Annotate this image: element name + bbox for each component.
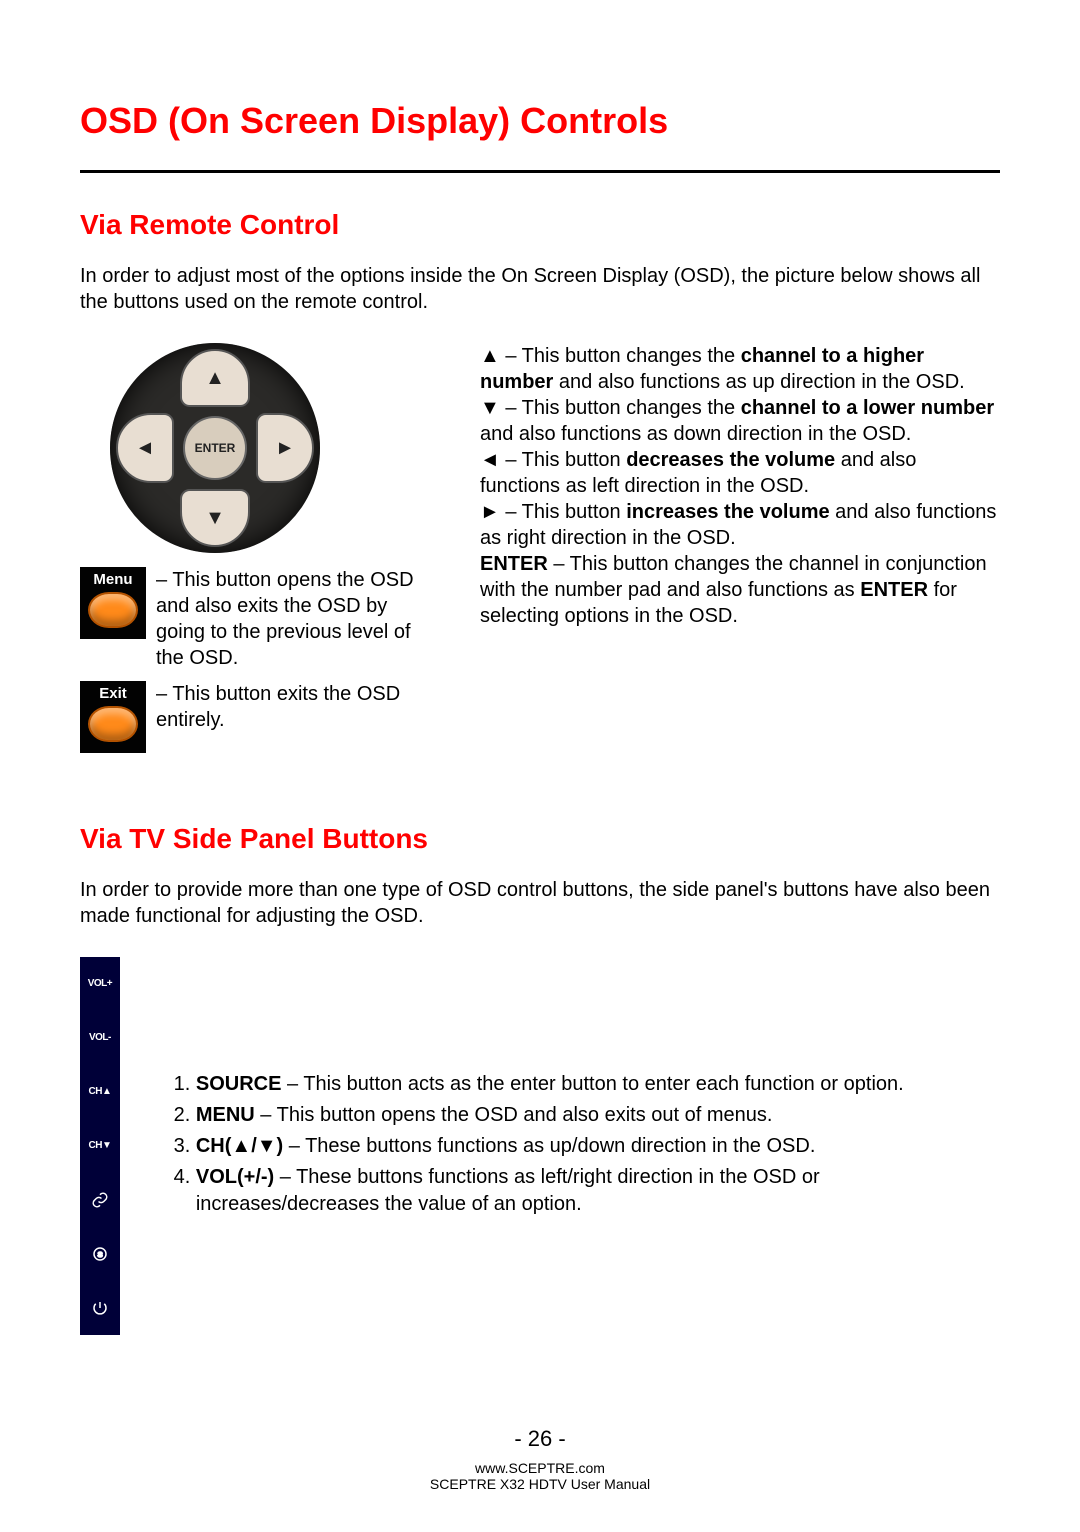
- menu-button-image: Menu: [80, 567, 146, 639]
- arrow-left-description: ◄ – This button decreases the volume and…: [480, 447, 1000, 499]
- side-panel-row: VOL+ VOL- CH▲ CH▼ S SOURCE – This button…: [80, 957, 1000, 1335]
- down-arrow-icon: ▼: [205, 507, 225, 530]
- document-page: OSD (On Screen Display) Controls Via Rem…: [0, 0, 1080, 1375]
- menu-button-row: Menu – This button opens the OSD and als…: [80, 567, 440, 671]
- link-icon: [91, 1191, 109, 1209]
- menu-button-description: – This button opens the OSD and also exi…: [156, 567, 440, 671]
- orange-oval-icon: [88, 592, 138, 628]
- power-icon: [91, 1299, 109, 1317]
- dpad-down-button: ▼: [180, 489, 250, 547]
- dpad-enter-button: ENTER: [183, 416, 247, 480]
- power-icon-cell: [80, 1281, 120, 1335]
- list-item: MENU – This button opens the OSD and als…: [196, 1102, 1000, 1129]
- right-arrow-icon: ►: [275, 437, 295, 460]
- ch-down-cell: CH▼: [80, 1119, 120, 1173]
- section-intro-remote: In order to adjust most of the options i…: [80, 263, 1000, 315]
- svg-text:S: S: [98, 1250, 103, 1259]
- exit-button-row: Exit – This button exits the OSD entirel…: [80, 681, 440, 753]
- source-icon: S: [91, 1245, 109, 1263]
- enter-description: ENTER – This button changes the channel …: [480, 551, 1000, 629]
- list-item: SOURCE – This button acts as the enter b…: [196, 1071, 1000, 1098]
- dpad-left-button: ◄: [116, 413, 174, 483]
- ch-up-cell: CH▲: [80, 1065, 120, 1119]
- dpad-image: ▲ ▼ ◄ ► ENTER: [110, 343, 320, 553]
- remote-control-row: ▲ ▼ ◄ ► ENTER Menu – This button opens t…: [80, 343, 1000, 763]
- title-rule: [80, 170, 1000, 173]
- footer-manual: SCEPTRE X32 HDTV User Manual: [0, 1476, 1080, 1492]
- side-panel-list: SOURCE – This button acts as the enter b…: [170, 1071, 1000, 1222]
- page-title: OSD (On Screen Display) Controls: [80, 100, 1000, 142]
- exit-button-image: Exit: [80, 681, 146, 753]
- vol-down-cell: VOL-: [80, 1011, 120, 1065]
- section-intro-panel: In order to provide more than one type o…: [80, 877, 1000, 929]
- vol-up-cell: VOL+: [80, 957, 120, 1011]
- source-icon-cell: S: [80, 1227, 120, 1281]
- side-panel-image: VOL+ VOL- CH▲ CH▼ S: [80, 957, 120, 1335]
- page-number: - 26 -: [0, 1426, 1080, 1452]
- link-icon-cell: [80, 1173, 120, 1227]
- remote-left-column: ▲ ▼ ◄ ► ENTER Menu – This button opens t…: [80, 343, 440, 763]
- section-heading-remote: Via Remote Control: [80, 209, 1000, 241]
- dpad-up-button: ▲: [180, 349, 250, 407]
- section-heading-panel: Via TV Side Panel Buttons: [80, 823, 1000, 855]
- menu-button-label: Menu: [93, 571, 132, 588]
- arrow-up-description: ▲ – This button changes the channel to a…: [480, 343, 1000, 395]
- arrow-descriptions: ▲ – This button changes the channel to a…: [480, 343, 1000, 763]
- list-item: VOL(+/-) – These buttons functions as le…: [196, 1164, 1000, 1218]
- list-item: CH(▲/▼) – These buttons functions as up/…: [196, 1133, 1000, 1160]
- up-arrow-icon: ▲: [205, 367, 225, 390]
- footer-url: www.SCEPTRE.com: [0, 1460, 1080, 1476]
- exit-button-label: Exit: [99, 685, 127, 702]
- orange-oval-icon: [88, 706, 138, 742]
- dpad-right-button: ►: [256, 413, 314, 483]
- page-footer: - 26 - www.SCEPTRE.com SCEPTRE X32 HDTV …: [0, 1426, 1080, 1492]
- arrow-right-description: ► – This button increases the volume and…: [480, 499, 1000, 551]
- left-arrow-icon: ◄: [135, 437, 155, 460]
- arrow-down-description: ▼ – This button changes the channel to a…: [480, 395, 1000, 447]
- exit-button-description: – This button exits the OSD entirely.: [156, 681, 440, 733]
